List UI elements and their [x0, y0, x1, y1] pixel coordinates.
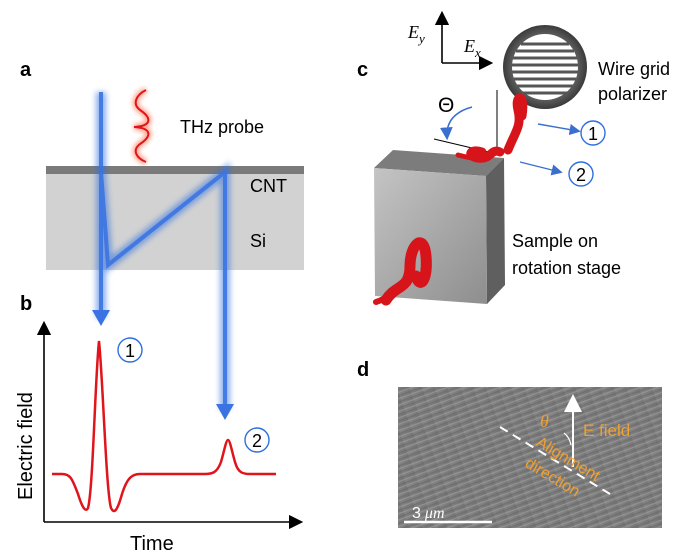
probe-beams: [92, 92, 234, 420]
beam-2-arrowhead: [216, 404, 234, 420]
alignment-direction-line: [499, 426, 611, 495]
y-axis-label: Electric field: [15, 392, 37, 500]
cnt-label: CNT: [250, 176, 287, 196]
sample-block: [374, 150, 505, 304]
thz-probe-pulse: [132, 87, 152, 165]
panel-label-a: a: [20, 59, 32, 81]
sample-label-line2: rotation stage: [512, 258, 621, 278]
e-field-label: E field: [583, 421, 630, 440]
thz-waveform: [52, 340, 276, 513]
si-label: Si: [250, 231, 266, 251]
thz-probe-label: THz probe: [180, 117, 264, 137]
wire-grid-polarizer: [503, 25, 587, 109]
theta-d-label: θ: [540, 411, 549, 431]
pulse-2-marker: 2: [244, 427, 270, 453]
sem-image: [398, 387, 662, 528]
pulse-1-label: 1: [125, 341, 135, 361]
beam-2-label: 2: [576, 165, 586, 185]
x-axis-label: Time: [130, 533, 174, 555]
beam-2-marker: 2: [568, 161, 594, 187]
ey-label: Ey: [407, 22, 425, 46]
beam-1-label: 1: [588, 124, 598, 144]
beam-1-marker: 1: [580, 120, 606, 146]
panel-label-d: d: [357, 359, 369, 381]
thz-pulses-c: [373, 93, 528, 306]
pulse-1-marker: 1: [117, 337, 143, 363]
pulse-2-label: 2: [252, 431, 262, 451]
theta-c-label: Θ: [438, 94, 454, 117]
theta-d-arc: [563, 432, 572, 446]
panel-label-c: c: [357, 59, 368, 81]
polarizer-label-line1: Wire grid: [598, 59, 670, 79]
scale-bar-label: 3 μm: [412, 505, 445, 522]
cnt-layer: [46, 166, 304, 174]
polarizer-label-line2: polarizer: [598, 84, 667, 104]
ex-label: Ex: [463, 36, 481, 60]
field-axes: [434, 10, 494, 71]
beam-1-arrowhead: [92, 310, 110, 326]
panel-label-b: b: [20, 293, 32, 315]
sample-label-line1: Sample on: [512, 231, 598, 251]
output-beams: [519, 123, 581, 176]
